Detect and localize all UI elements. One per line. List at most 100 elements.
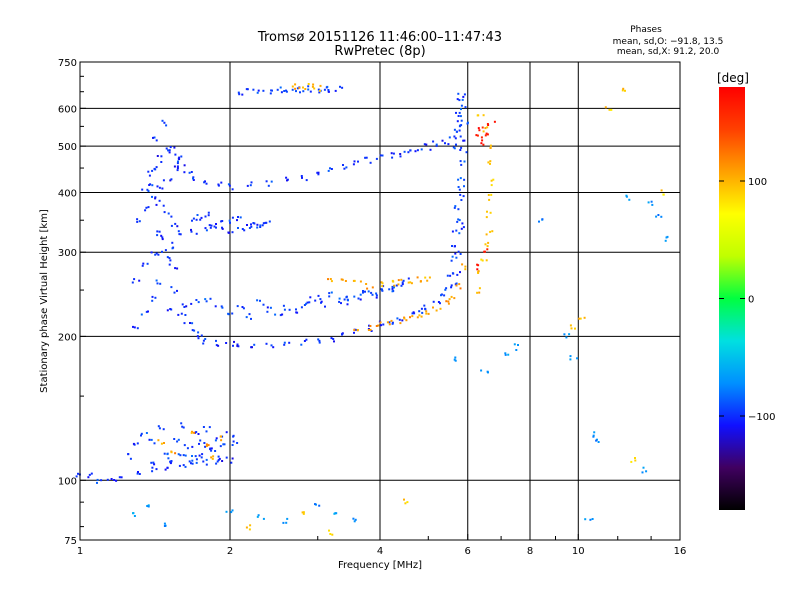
x-axis-label: Frequency [MHz] [338, 560, 422, 571]
data-point [563, 333, 566, 336]
data-point [161, 236, 164, 239]
data-point [458, 283, 461, 286]
data-point [191, 455, 193, 457]
data-point [221, 227, 224, 230]
data-point [379, 154, 382, 157]
data-point [365, 283, 368, 285]
data-point [302, 86, 304, 89]
data-point [167, 149, 170, 152]
data-point [199, 218, 202, 221]
data-point [449, 274, 452, 277]
data-point [371, 286, 374, 289]
data-point [184, 314, 187, 316]
data-point [132, 442, 135, 445]
data-point [391, 287, 394, 290]
data-point [252, 222, 255, 224]
data-point [327, 169, 330, 172]
data-point [145, 206, 148, 209]
data-point [153, 442, 156, 445]
data-point [401, 283, 404, 286]
data-point [158, 230, 161, 233]
data-point [538, 220, 540, 223]
data-point [178, 158, 181, 161]
data-point [197, 301, 200, 304]
data-point [301, 176, 303, 179]
data-point [179, 233, 182, 236]
data-point [448, 298, 451, 301]
data-point [283, 341, 286, 344]
data-point [191, 329, 194, 332]
data-point [332, 338, 335, 340]
data-point [276, 88, 279, 91]
data-point [210, 224, 213, 227]
data-point [261, 224, 264, 227]
data-point [628, 198, 631, 201]
data-point [268, 220, 271, 223]
data-point [183, 322, 186, 325]
data-point [191, 322, 194, 325]
data-point [455, 284, 458, 287]
data-point [192, 177, 194, 180]
data-point [357, 297, 360, 300]
data-point [301, 511, 304, 514]
data-point [486, 370, 489, 373]
data-point [458, 129, 461, 132]
data-point [634, 457, 636, 459]
data-point [303, 340, 306, 342]
data-point [280, 91, 283, 94]
data-point [157, 439, 160, 442]
data-point [146, 262, 149, 265]
data-point [308, 301, 311, 304]
data-point [227, 183, 230, 186]
data-point [196, 214, 199, 216]
data-point [311, 85, 314, 88]
data-point [425, 310, 428, 313]
data-point [183, 444, 186, 447]
data-point [262, 222, 265, 225]
colorbar-tick-label: 100 [748, 177, 767, 188]
data-point [215, 226, 217, 229]
data-point [437, 301, 440, 303]
data-point [368, 324, 370, 327]
data-point [246, 224, 248, 226]
data-point [188, 460, 191, 463]
data-point [160, 234, 163, 237]
data-point [327, 89, 330, 91]
x-axis-ticks: 1 2 4 6 8 10 16 [77, 534, 686, 557]
data-point [366, 287, 369, 290]
data-point [461, 263, 464, 266]
data-point [266, 310, 269, 313]
data-point [151, 466, 154, 469]
data-point [390, 319, 393, 322]
data-point [476, 291, 479, 294]
data-point [391, 322, 394, 325]
data-point [318, 339, 321, 342]
data-point [461, 98, 464, 101]
data-point [595, 439, 598, 442]
y-axis-label: Stationary phase Virtual Height [km] [39, 209, 50, 393]
data-point [156, 230, 159, 233]
data-point [295, 308, 297, 311]
data-point [446, 274, 449, 277]
y-tick-label: 300 [58, 248, 77, 259]
data-point [330, 291, 333, 294]
data-point [184, 465, 187, 468]
data-point [169, 179, 172, 182]
data-point [178, 233, 181, 236]
data-point [416, 149, 419, 152]
data-point [160, 161, 163, 163]
data-point [425, 143, 428, 146]
data-point [267, 184, 270, 187]
data-point [243, 229, 246, 232]
data-point [257, 514, 260, 517]
data-point [271, 89, 273, 92]
data-point [245, 526, 248, 529]
data-point [463, 93, 466, 96]
data-point [478, 291, 481, 294]
data-point [140, 313, 143, 316]
data-point [209, 447, 212, 450]
data-point [335, 512, 338, 515]
data-point [380, 288, 383, 291]
data-point [256, 299, 259, 302]
data-point [237, 227, 239, 229]
